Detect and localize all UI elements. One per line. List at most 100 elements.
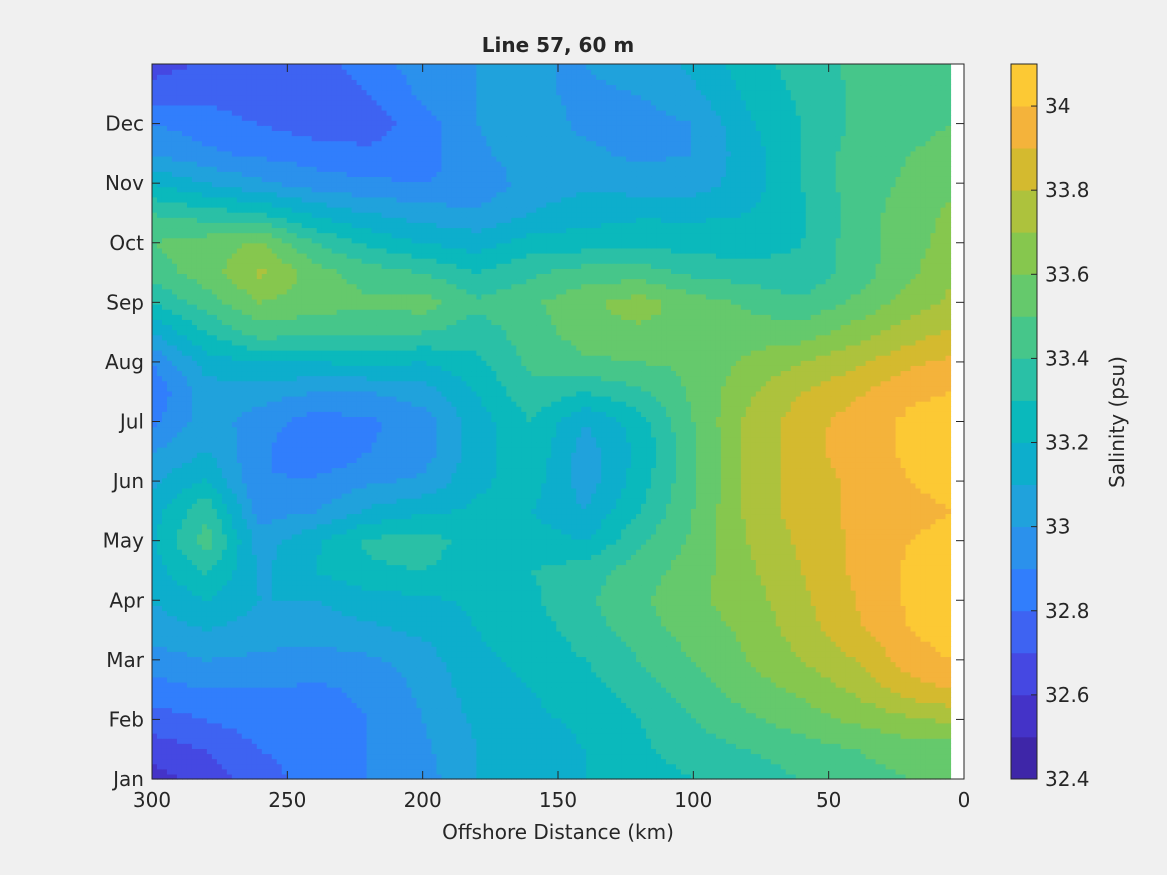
contour-cell <box>901 692 907 698</box>
contour-cell <box>367 743 373 749</box>
contour-cell <box>476 662 482 668</box>
contour-cell <box>282 672 288 678</box>
contour-cell <box>232 743 238 749</box>
contour-cell <box>916 621 922 627</box>
contour-cell <box>162 728 168 734</box>
contour-cell <box>322 753 328 759</box>
contour-cell <box>257 677 263 683</box>
contour-cell <box>821 748 827 754</box>
contour-cell <box>446 662 452 668</box>
contour-cell <box>431 641 437 647</box>
contour-cell <box>646 769 652 775</box>
contour-cell <box>506 769 512 775</box>
contour-cell <box>496 687 502 693</box>
contour-cell <box>721 631 727 637</box>
contour-cell <box>561 753 567 759</box>
contour-cell <box>342 641 348 647</box>
contour-cell <box>247 723 253 729</box>
contour-cell <box>342 682 348 688</box>
contour-cell <box>362 708 368 714</box>
contour-cell <box>576 753 582 759</box>
contour-cell <box>461 667 467 673</box>
contour-cell <box>431 662 437 668</box>
contour-cell <box>671 728 677 734</box>
contour-cell <box>711 651 717 657</box>
contour-cell <box>436 621 442 627</box>
contour-cell <box>446 723 452 729</box>
contour-cell <box>791 682 797 688</box>
contour-cell <box>756 733 762 739</box>
contour-cell <box>167 626 173 632</box>
contour-cell <box>362 723 368 729</box>
contour-cell <box>771 646 777 652</box>
contour-cell <box>596 769 602 775</box>
contour-cell <box>431 697 437 703</box>
contour-cell <box>886 713 892 719</box>
contour-cell <box>746 728 752 734</box>
contour-cell <box>192 626 198 632</box>
contour-cell <box>342 733 348 739</box>
contour-cell <box>766 728 772 734</box>
contour-cell <box>671 672 677 678</box>
contour-cell <box>816 651 822 657</box>
contour-cell <box>931 708 937 714</box>
contour-cell <box>841 759 847 765</box>
contour-cell <box>441 677 447 683</box>
contour-cell <box>407 743 413 749</box>
contour-cell <box>626 708 632 714</box>
contour-cell <box>222 753 228 759</box>
contour-cell <box>342 759 348 765</box>
contour-cell <box>382 728 388 734</box>
contour-cell <box>187 621 193 627</box>
contour-cell <box>257 723 263 729</box>
contour-cell <box>576 723 582 729</box>
contour-cell <box>496 753 502 759</box>
contour-cell <box>387 677 393 683</box>
contour-cell <box>671 646 677 652</box>
contour-cell <box>831 697 837 703</box>
contour-cell <box>891 687 897 693</box>
contour-cell <box>332 636 338 642</box>
contour-cell <box>856 667 862 673</box>
contour-cell <box>761 733 767 739</box>
contour-cell <box>711 677 717 683</box>
contour-cell <box>297 641 303 647</box>
contour-cell <box>446 759 452 765</box>
contour-cell <box>402 743 408 749</box>
contour-cell <box>367 702 373 708</box>
contour-cell <box>167 682 173 688</box>
contour-cell <box>681 692 687 698</box>
contour-cell <box>302 759 308 765</box>
contour-cell <box>416 631 422 637</box>
contour-cell <box>856 748 862 754</box>
contour-cell <box>521 687 527 693</box>
contour-cell <box>357 677 363 683</box>
contour-cell <box>501 713 507 719</box>
contour-cell <box>881 687 887 693</box>
contour-cell <box>711 646 717 652</box>
contour-cell <box>641 723 647 729</box>
contour-cell <box>861 672 867 678</box>
contour-cell <box>162 677 168 683</box>
contour-cell <box>511 687 517 693</box>
contour-cell <box>940 692 946 698</box>
contour-cell <box>421 764 427 770</box>
contour-cell <box>352 708 358 714</box>
contour-cell <box>766 641 772 647</box>
contour-cell <box>551 687 557 693</box>
contour-cell <box>811 748 817 754</box>
contour-cell <box>177 636 183 642</box>
contour-cell <box>846 733 852 739</box>
contour-cell <box>491 687 497 693</box>
contour-cell <box>516 697 522 703</box>
contour-cell <box>691 677 697 683</box>
contour-cell <box>681 759 687 765</box>
contour-cell <box>626 753 632 759</box>
contour-cell <box>856 764 862 770</box>
contour-cell <box>831 636 837 642</box>
contour-cell <box>446 667 452 673</box>
contour-cell <box>841 636 847 642</box>
contour-cell <box>836 672 842 678</box>
contour-cell <box>661 738 667 744</box>
contour-cell <box>521 713 527 719</box>
